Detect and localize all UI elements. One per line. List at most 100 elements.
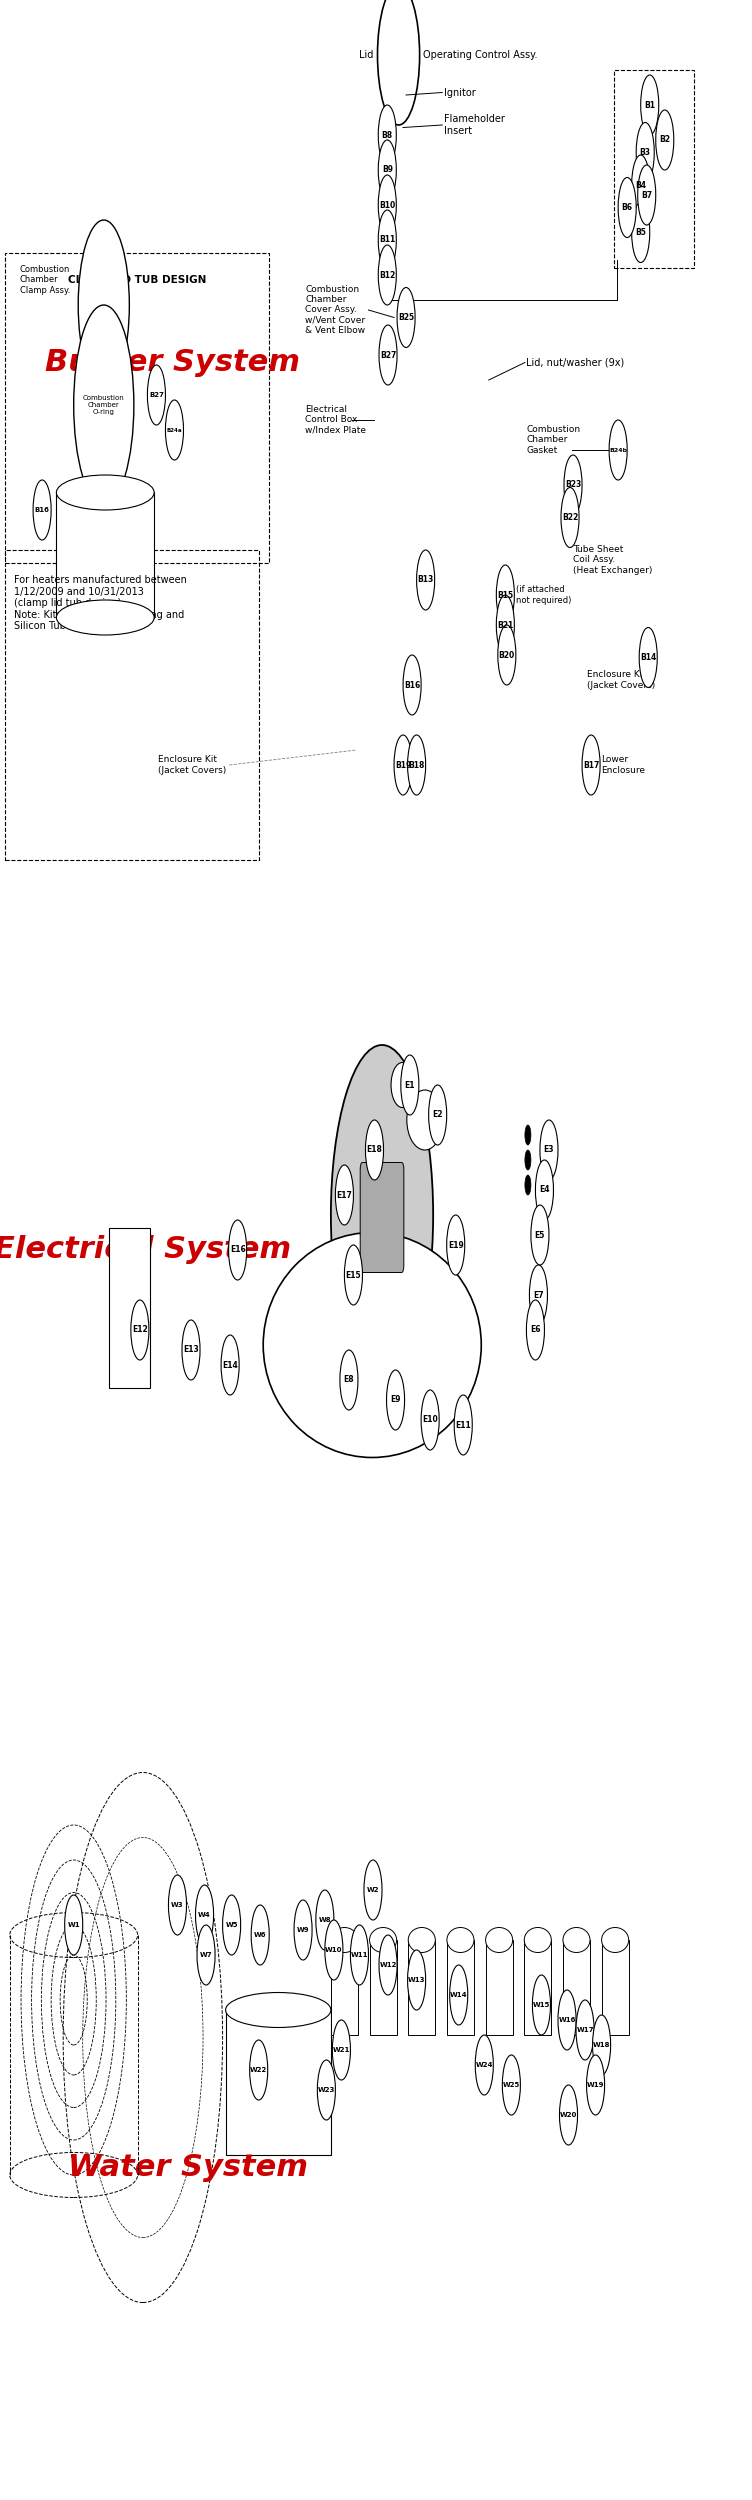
Circle shape: [632, 155, 650, 215]
Circle shape: [325, 1920, 343, 1980]
Circle shape: [378, 140, 396, 200]
Circle shape: [378, 105, 396, 165]
Circle shape: [593, 2015, 611, 2075]
Text: W16: W16: [558, 2018, 576, 2023]
Ellipse shape: [369, 1928, 396, 1952]
Text: W10: W10: [325, 1948, 343, 1952]
Circle shape: [454, 1395, 472, 1455]
Circle shape: [525, 1125, 531, 1145]
Text: Combustion
Chamber
O-ring: Combustion Chamber O-ring: [83, 395, 125, 415]
Text: B16: B16: [404, 680, 420, 690]
Circle shape: [403, 655, 421, 715]
Circle shape: [379, 1935, 397, 1995]
Text: B16: B16: [35, 508, 50, 512]
Text: B24b: B24b: [609, 448, 627, 452]
Circle shape: [564, 455, 582, 515]
Text: B4: B4: [635, 180, 646, 190]
Circle shape: [447, 1215, 465, 1275]
Circle shape: [74, 305, 134, 505]
Text: Lid: Lid: [359, 50, 374, 60]
Circle shape: [294, 1900, 312, 1960]
Circle shape: [408, 1950, 426, 2010]
Circle shape: [344, 1245, 362, 1305]
Text: B10: B10: [379, 200, 396, 210]
Circle shape: [147, 365, 165, 425]
Text: E1: E1: [405, 1080, 415, 1090]
Text: B5: B5: [635, 228, 646, 238]
Bar: [331, 1940, 358, 2035]
FancyBboxPatch shape: [360, 1162, 404, 1272]
Bar: [56, 492, 154, 618]
Text: E2: E2: [432, 1110, 443, 1120]
Text: B13: B13: [417, 575, 434, 585]
Polygon shape: [382, 208, 393, 238]
Text: Tube Sheet
Coil Assy.
(Heat Exchanger): Tube Sheet Coil Assy. (Heat Exchanger): [573, 545, 653, 575]
Circle shape: [421, 1390, 439, 1450]
Text: W25: W25: [503, 2082, 520, 2088]
Text: W3: W3: [171, 1902, 183, 1908]
Circle shape: [65, 1895, 83, 1955]
Circle shape: [331, 1045, 433, 1385]
Text: B9: B9: [382, 165, 393, 175]
Text: E5: E5: [535, 1230, 545, 1240]
Circle shape: [397, 288, 415, 348]
Text: E11: E11: [456, 1420, 471, 1430]
Circle shape: [582, 735, 600, 795]
Text: B11: B11: [379, 235, 396, 245]
Ellipse shape: [486, 1928, 513, 1952]
Text: W5: W5: [226, 1922, 238, 1928]
Circle shape: [559, 2085, 578, 2145]
Text: W15: W15: [532, 2002, 550, 2008]
Ellipse shape: [331, 1928, 358, 1952]
Circle shape: [78, 220, 129, 390]
Circle shape: [197, 1925, 215, 1985]
Text: B27: B27: [149, 392, 164, 398]
Polygon shape: [382, 138, 393, 168]
Text: E13: E13: [183, 1345, 199, 1355]
Circle shape: [531, 1205, 549, 1265]
Circle shape: [365, 1120, 384, 1180]
Text: E15: E15: [346, 1270, 361, 1280]
Text: B12: B12: [379, 270, 396, 280]
Text: W2: W2: [367, 1888, 379, 1892]
Text: E16: E16: [230, 1245, 245, 1255]
Text: B17: B17: [583, 760, 599, 770]
Text: B3: B3: [640, 148, 650, 158]
Text: E7: E7: [533, 1290, 544, 1300]
Text: W14: W14: [450, 1992, 468, 1998]
Text: B1: B1: [644, 100, 655, 110]
Circle shape: [656, 110, 674, 170]
Text: E8: E8: [344, 1375, 354, 1385]
Text: W22: W22: [250, 2068, 267, 2072]
Ellipse shape: [524, 1928, 551, 1952]
Ellipse shape: [391, 1062, 414, 1108]
Circle shape: [250, 2040, 268, 2100]
Text: B20: B20: [499, 650, 515, 660]
Circle shape: [379, 325, 397, 385]
Text: Electrical
Control Box
w/Index Plate: Electrical Control Box w/Index Plate: [305, 405, 366, 435]
Circle shape: [632, 202, 650, 262]
Ellipse shape: [263, 1232, 481, 1458]
Circle shape: [335, 1165, 353, 1225]
Text: B21: B21: [497, 620, 514, 630]
Text: W17: W17: [576, 2028, 594, 2032]
Text: E9: E9: [390, 1395, 401, 1405]
Text: Water System: Water System: [68, 2152, 308, 2182]
Ellipse shape: [407, 1090, 443, 1150]
Circle shape: [229, 1220, 247, 1280]
Text: W24: W24: [475, 2062, 493, 2068]
Circle shape: [641, 75, 659, 135]
Text: E10: E10: [423, 1415, 438, 1425]
Circle shape: [168, 1875, 186, 1935]
Text: B14: B14: [640, 652, 656, 662]
Circle shape: [251, 1905, 269, 1965]
Circle shape: [525, 1150, 531, 1170]
Circle shape: [639, 628, 657, 688]
Circle shape: [387, 1370, 405, 1430]
Circle shape: [558, 1990, 576, 2050]
Text: Lower
Enclosure: Lower Enclosure: [602, 755, 646, 775]
Circle shape: [638, 165, 656, 225]
Circle shape: [316, 1890, 334, 1950]
Text: B22: B22: [562, 512, 578, 522]
Text: For heaters manufactured between
1/12/2009 and 10/31/2013
(clamp lid tub design): For heaters manufactured between 1/12/20…: [14, 575, 186, 632]
